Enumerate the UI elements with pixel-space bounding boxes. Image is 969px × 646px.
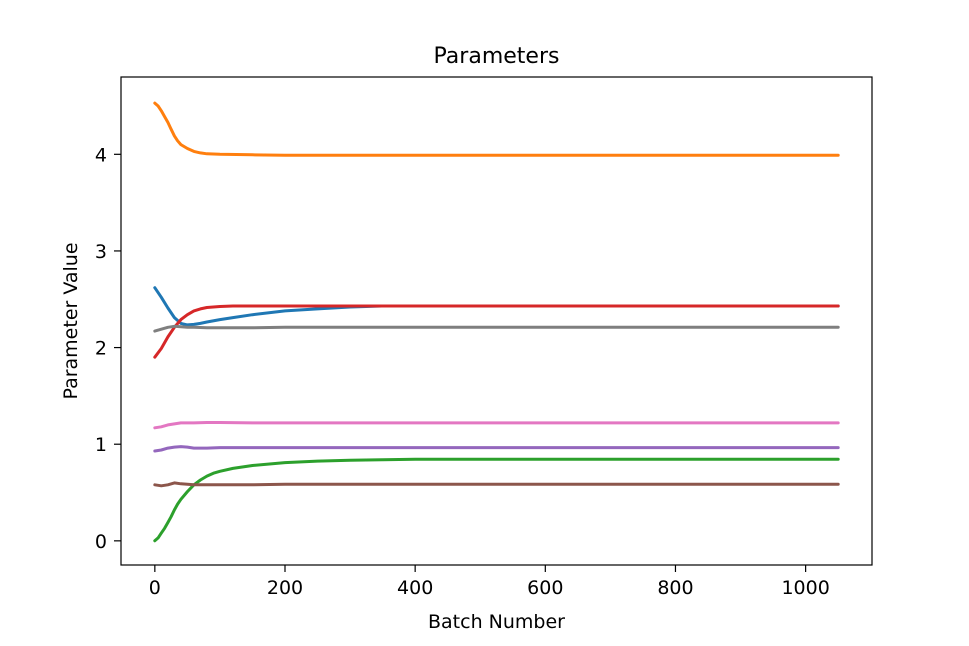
y-tick-label: 2 [95, 338, 107, 360]
x-tick-label: 200 [267, 577, 303, 599]
series-line-3 [153, 304, 840, 359]
plot-frame [120, 76, 873, 566]
series-layer [153, 101, 840, 543]
x-tick-label: 800 [657, 577, 693, 599]
x-axis-label: Batch Number [428, 611, 565, 633]
chart-title: Parameters [434, 44, 560, 69]
series-line-4 [153, 324, 840, 333]
y-tick-label: 3 [95, 241, 107, 263]
y-tick-label: 4 [95, 144, 107, 166]
x-tick-label: 0 [149, 577, 161, 599]
y-axis-label: Parameter Value [60, 242, 82, 399]
ticks-layer: 0 200 400 600 800 1000 0 1 2 3 4 [95, 144, 830, 599]
series-line-1 [153, 101, 840, 157]
series-line-5 [153, 421, 840, 430]
x-tick-label: 600 [527, 577, 563, 599]
y-tick-label: 0 [95, 531, 107, 553]
x-tick-label: 400 [397, 577, 433, 599]
series-line-7 [153, 457, 840, 543]
series-line-8 [153, 481, 840, 488]
y-tick-label: 1 [95, 434, 107, 456]
series-line-6 [153, 445, 840, 453]
x-tick-label: 1000 [781, 577, 829, 599]
